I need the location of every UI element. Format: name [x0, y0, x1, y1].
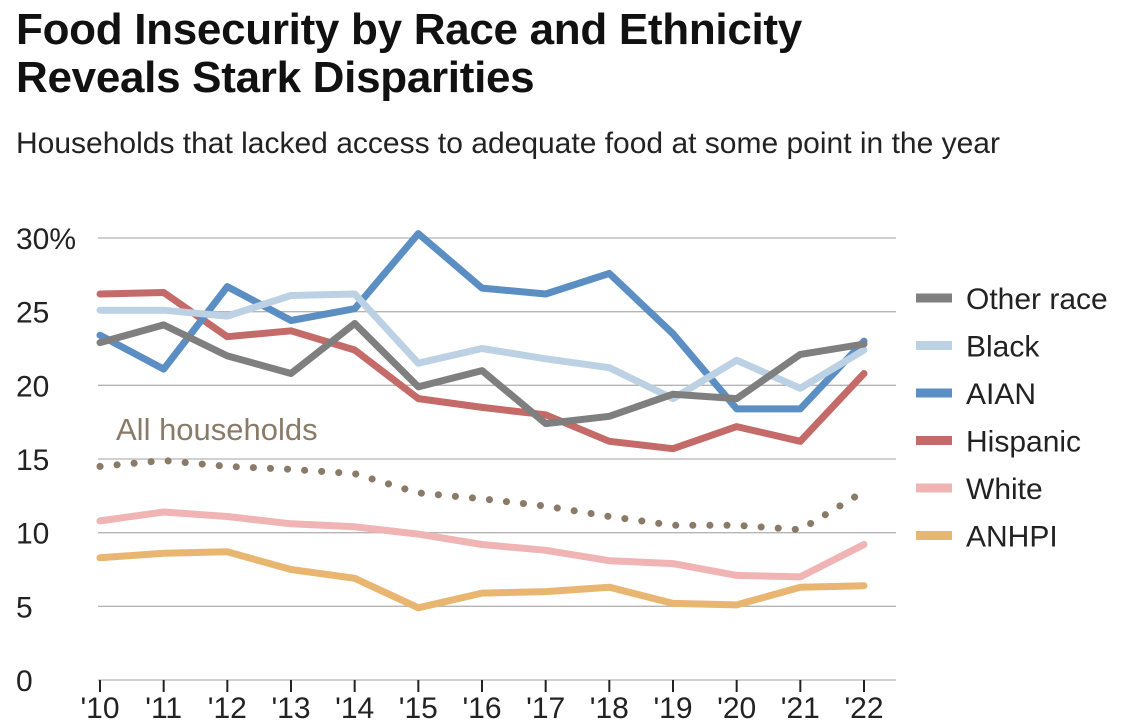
title-line-2: Reveals Stark Disparities	[16, 53, 535, 102]
series-line-black	[96, 290, 868, 403]
series-lines	[96, 230, 868, 612]
legend-label-white: White	[966, 473, 1043, 506]
x-tick-label-11: '21	[781, 692, 820, 725]
legend-item-other-race: Other race	[916, 283, 1108, 316]
annotation-all-households: All households	[116, 412, 318, 447]
legend-item-anhpi: ANHPI	[916, 521, 1058, 554]
legend-item-black: Black	[916, 331, 1040, 364]
series-line-anhpi	[96, 548, 868, 612]
y-axis-ticks: 0 5 10 15 20 25 30%	[16, 223, 76, 698]
series-line-aian	[96, 230, 868, 413]
x-tick-label-2: '12	[208, 692, 247, 725]
x-tick-label-4: '14	[335, 692, 374, 725]
legend-label-hispanic: Hispanic	[966, 426, 1081, 459]
legend-item-white: White	[916, 473, 1043, 506]
legend-label-aian: AIAN	[966, 378, 1036, 411]
x-tick-label-12: '22	[844, 692, 883, 725]
title-line-1: Food Insecurity by Race and Ethnicity	[16, 5, 802, 54]
x-tick-label-9: '19	[653, 692, 692, 725]
series-line-all-households	[96, 457, 868, 534]
y-tick-label-15: 15	[16, 444, 49, 477]
series-line-white	[96, 508, 868, 581]
legend-item-hispanic: Hispanic	[916, 426, 1081, 459]
y-tick-label-25: 25	[16, 297, 49, 330]
x-tick-label-1: '11	[145, 692, 182, 725]
legend-label-black: Black	[966, 331, 1040, 364]
x-tick-label-0: '10	[80, 692, 119, 725]
chart-title: Food Insecurity by Race and Ethnicity Re…	[16, 6, 1116, 102]
y-tick-label-30: 30%	[16, 223, 76, 256]
y-tick-label-20: 20	[16, 370, 49, 403]
series-line-hispanic	[96, 289, 868, 453]
y-tick-label-0: 0	[16, 665, 33, 698]
legend: Other race Black AIAN Hispanic White ANHPI	[916, 283, 1108, 554]
chart-subtitle: Households that lacked access to adequat…	[16, 127, 1000, 160]
x-axis-ticks: '10 '11 '12 '13 '14 '15 '16 '17 '18 '19 '20 '21 '22	[80, 680, 884, 725]
x-tick-label-3: '13	[271, 692, 310, 725]
x-tick-label-8: '18	[590, 692, 629, 725]
y-tick-label-10: 10	[16, 518, 49, 551]
x-tick-label-5: '15	[399, 692, 438, 725]
x-tick-label-7: '17	[526, 692, 565, 725]
legend-label-anhpi: ANHPI	[966, 521, 1058, 554]
chart-annotations: All households	[116, 412, 318, 447]
legend-label-other-race: Other race	[966, 283, 1108, 316]
x-tick-label-10: '20	[717, 692, 756, 725]
y-tick-label-5: 5	[16, 591, 33, 624]
x-tick-label-6: '16	[462, 692, 501, 725]
series-line-other-race	[96, 320, 868, 428]
legend-item-aian: AIAN	[916, 378, 1036, 411]
